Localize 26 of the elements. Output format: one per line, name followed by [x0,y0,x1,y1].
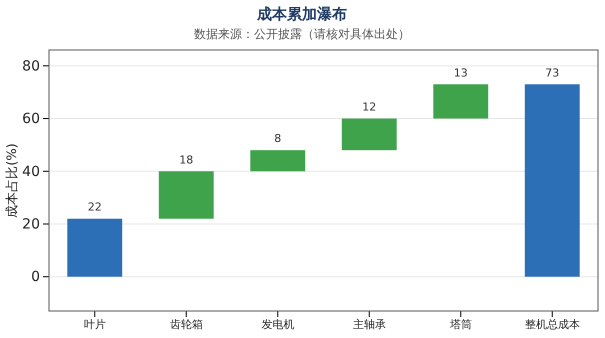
data-label: 73 [545,66,560,80]
data-label: 8 [274,132,282,146]
chart-subtitle: 数据来源：公开披露（请核对具体出处） [194,27,410,41]
x-tick-label: 塔筒 [448,318,472,331]
y-tick-label: 20 [22,216,40,232]
data-label: 18 [179,153,194,166]
y-tick-label: 80 [22,58,40,74]
x-tick-label: 整机总成本 [524,318,580,331]
bar [158,171,214,219]
x-tick-label: 发电机 [261,318,294,331]
bar [524,84,580,277]
bar [67,218,122,277]
x-tick-label: 主轴承 [352,318,386,331]
x-tick-label: 叶片 [84,318,106,331]
y-tick-label: 0 [31,269,40,286]
chart-title: 成本累加瀑布 [256,5,347,23]
y-axis-title: 成本占比(%) [5,143,20,218]
data-label: 13 [454,66,468,80]
bar [433,84,488,119]
data-label: 22 [88,200,102,214]
x-tick-label: 齿轮箱 [170,318,203,331]
y-tick-label: 60 [22,111,40,128]
y-tick-label: 40 [22,164,40,180]
bar [342,118,397,150]
data-label: 12 [362,100,376,114]
bar [250,150,306,172]
